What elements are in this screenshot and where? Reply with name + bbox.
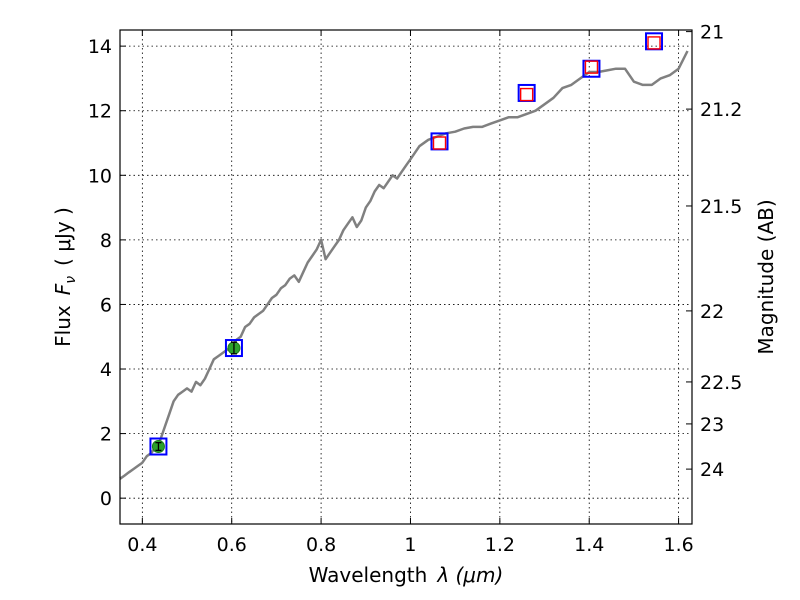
y2-tick-label: 23 (700, 414, 724, 436)
x-tick-label: 0.6 (217, 534, 247, 556)
y2-tick-label: 22.5 (700, 372, 742, 394)
plot-area (119, 32, 689, 480)
synthetic-flux-square (584, 60, 599, 74)
y-tick-label: 14 (88, 36, 112, 58)
y-tick-label: 4 (100, 359, 112, 381)
y2-axis-title: Magnitude (AB) (754, 199, 778, 354)
model-flux-square (149, 437, 168, 456)
model-flux-square (224, 339, 243, 358)
grid-lines (120, 30, 692, 524)
x-tick-label: 1 (404, 534, 416, 556)
y2-tick-label: 21.5 (700, 196, 742, 218)
y-axis-title: FluxFν( μJy ) (51, 207, 79, 347)
model-spectrum-line (119, 50, 689, 480)
synthetic-flux-square (519, 87, 534, 102)
y2-tick-label: 21 (700, 22, 724, 44)
x-tick-label: 1.6 (663, 534, 693, 556)
y-tick-label: 8 (100, 230, 112, 252)
plot-frame (119, 29, 693, 525)
y-tick-label: 0 (100, 488, 112, 510)
x-tick-label: 1.4 (574, 534, 604, 556)
y-tick-label: 6 (100, 294, 112, 316)
x-tick-label: 1.2 (485, 534, 515, 556)
y-tick-label: 2 (100, 424, 112, 446)
y2-tick-label: 24 (700, 459, 724, 481)
x-axis-title: Wavelength λ (μm) (309, 563, 504, 587)
y-tick-label: 10 (88, 165, 112, 187)
x-tick-label: 0.4 (127, 534, 157, 556)
synthetic-flux-square (647, 36, 661, 50)
y2-tick-label: 22 (700, 301, 724, 323)
synthetic-flux-square (432, 136, 447, 150)
y2-tick-label: 21.2 (700, 99, 742, 121)
axis-ticks (120, 30, 692, 524)
y-tick-label: 12 (88, 101, 112, 123)
x-tick-label: 0.8 (306, 534, 336, 556)
